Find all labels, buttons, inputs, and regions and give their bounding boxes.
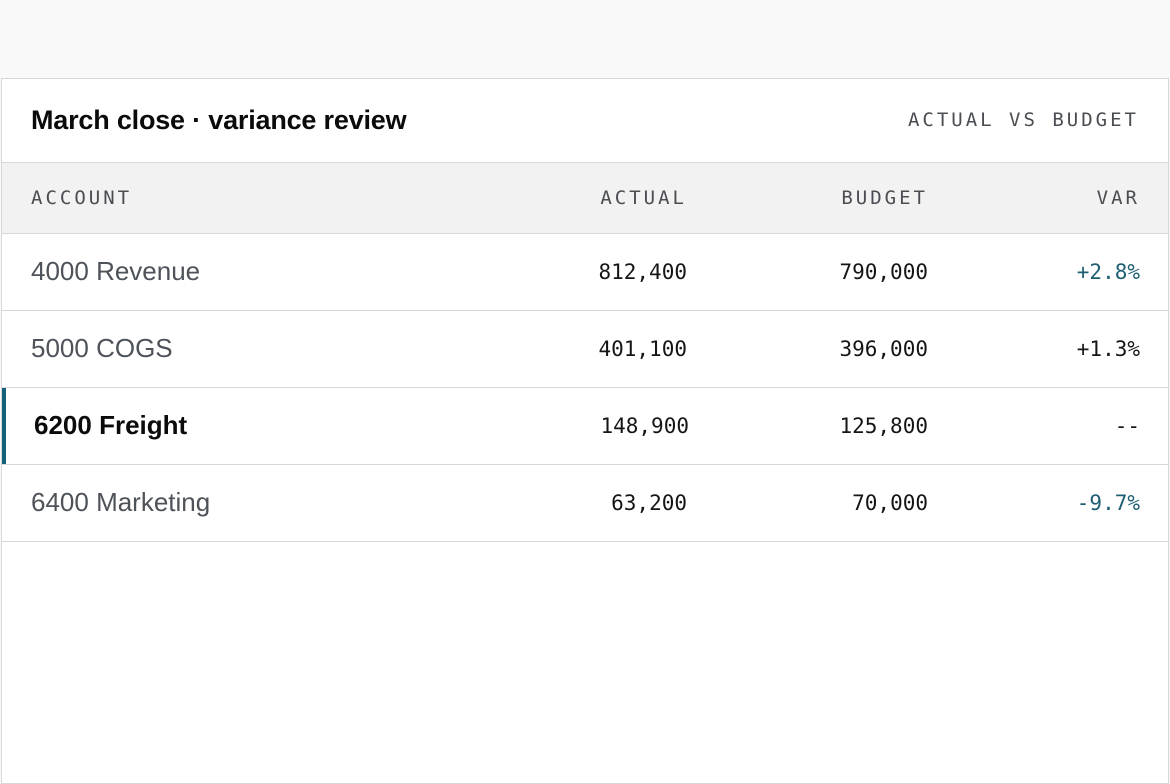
variance-cell: +1.3% <box>1076 336 1140 361</box>
header-row: ACCOUNT ACTUAL BUDGET VAR <box>2 163 1168 233</box>
actual-cell: 63,200 <box>611 490 687 515</box>
column-header-account[interactable]: ACCOUNT <box>31 186 133 209</box>
actual-cell: 812,400 <box>598 259 687 284</box>
variance-cell: -9.7% <box>1076 490 1140 515</box>
table-body: 4000 Revenue 812,400 790,000 +2.8% 5000 … <box>2 233 1168 541</box>
column-header-var[interactable]: VAR <box>1096 186 1140 209</box>
panel-subtitle: ACTUAL VS BUDGET <box>907 108 1139 131</box>
table-row-selected[interactable]: 6200 Freight 148,900 125,800 -- <box>2 387 1168 464</box>
actual-cell: 401,100 <box>598 336 687 361</box>
variance-review-panel: March close · variance review ACTUAL VS … <box>1 78 1169 784</box>
column-header-budget[interactable]: BUDGET <box>841 186 928 209</box>
account-cell: 4000 Revenue <box>31 256 201 286</box>
column-header-actual[interactable]: ACTUAL <box>600 186 687 209</box>
account-cell: 6200 Freight <box>2 387 411 464</box>
budget-cell: 396,000 <box>839 336 928 361</box>
table-row[interactable]: 4000 Revenue 812,400 790,000 +2.8% <box>2 233 1168 310</box>
budget-cell: 70,000 <box>852 490 928 515</box>
table-row[interactable]: 6400 Marketing 63,200 70,000 -9.7% <box>2 464 1168 541</box>
actual-cell: 148,900 <box>600 413 689 438</box>
table-header: ACCOUNT ACTUAL BUDGET VAR <box>2 163 1168 233</box>
variance-table: ACCOUNT ACTUAL BUDGET VAR 4000 Revenue 8… <box>2 163 1168 542</box>
budget-cell: 790,000 <box>839 259 928 284</box>
budget-cell: 125,800 <box>839 413 928 438</box>
panel-header: March close · variance review ACTUAL VS … <box>2 79 1168 163</box>
account-cell: 5000 COGS <box>31 333 173 363</box>
variance-cell: +2.8% <box>1076 259 1140 284</box>
account-cell: 6400 Marketing <box>31 487 211 517</box>
panel-title: March close · variance review <box>31 105 407 135</box>
variance-cell: -- <box>1114 413 1140 438</box>
table-row[interactable]: 5000 COGS 401,100 396,000 +1.3% <box>2 310 1168 387</box>
